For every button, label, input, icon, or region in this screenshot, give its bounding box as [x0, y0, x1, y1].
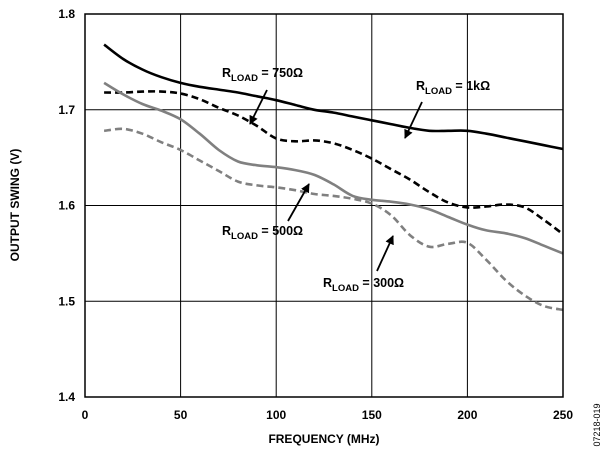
annotation-arrow [249, 89, 268, 125]
annotation-suffix: = 1kΩ [452, 79, 490, 93]
x-tick-labels: 0 50 100 150 200 250 [82, 408, 574, 422]
y-tick-label: 1.7 [58, 103, 75, 117]
annotation-suffix: = 500Ω [258, 224, 303, 238]
series-rload-300 [103, 127, 564, 312]
annotation-subscript: LOAD [231, 73, 258, 84]
plot-frame [84, 13, 564, 398]
annotation-prefix: R [416, 79, 425, 93]
annotation-suffix: = 750Ω [258, 66, 303, 80]
annotation-arrow [287, 183, 310, 222]
annotation-suffix: = 300Ω [359, 276, 404, 290]
x-axis-title: FREQUENCY (MHz) [268, 432, 379, 446]
y-tick-labels: 1.4 1.5 1.6 1.7 1.8 [58, 7, 75, 404]
series-lines [103, 43, 564, 312]
y-tick-label: 1.8 [58, 7, 75, 21]
annotation-prefix: R [222, 224, 231, 238]
annotation-arrow [404, 101, 423, 139]
rload-1k-annotation: RLOAD = 1kΩ [416, 79, 490, 97]
series-rload-1k [103, 43, 564, 151]
x-tick-label: 50 [174, 408, 188, 422]
annotation-subscript: LOAD [332, 283, 359, 294]
annotation-arrow [376, 235, 394, 272]
y-tick-label: 1.4 [58, 390, 75, 404]
y-axis-title: OUTPUT SWING (V) [8, 149, 22, 262]
x-tick-label: 250 [553, 408, 573, 422]
annotation-subscript: LOAD [231, 231, 258, 242]
rload-300-annotation: RLOAD = 300Ω [323, 276, 404, 294]
series-rload-750 [104, 90, 564, 236]
x-tick-label: 200 [457, 408, 477, 422]
series-rload-500 [103, 81, 564, 255]
rload-750-annotation: RLOAD = 750Ω [222, 66, 303, 84]
annotation-subscript: LOAD [425, 86, 452, 97]
y-tick-label: 1.5 [58, 294, 75, 308]
x-tick-label: 100 [266, 408, 286, 422]
y-tick-label: 1.6 [58, 199, 75, 213]
figure-code: 07218-019 [592, 403, 602, 446]
rload-500-annotation: RLOAD = 500Ω [222, 224, 303, 242]
x-tick-label: 0 [82, 408, 89, 422]
annotation-prefix: R [222, 66, 231, 80]
x-tick-label: 150 [362, 408, 382, 422]
annotation-prefix: R [323, 276, 332, 290]
